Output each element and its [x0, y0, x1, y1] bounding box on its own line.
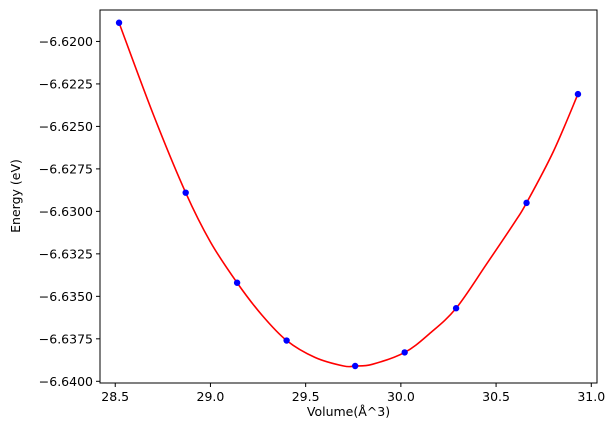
- plot-area: [115, 19, 582, 370]
- x-tick-label: 30.5: [482, 389, 510, 404]
- data-point: [574, 90, 582, 98]
- data-point: [523, 199, 530, 207]
- data-point: [452, 305, 460, 312]
- x-tick-label: 29.0: [197, 389, 225, 404]
- y-tick-label: −6.6225: [39, 76, 93, 91]
- y-axis-label: Energy (eV): [8, 159, 23, 233]
- y-tick-label: −6.6275: [39, 161, 93, 176]
- y-tick-label: −6.6325: [39, 246, 93, 261]
- data-point: [115, 19, 123, 26]
- axes-frame: [99, 9, 598, 384]
- y-tick-label: −6.6375: [39, 331, 93, 346]
- y-axis-ticks: −6.6200 −6.6225 −6.6250 −6.6275 −6.6300 −6.63…: [39, 34, 100, 389]
- y-tick-label: −6.6300: [39, 204, 93, 219]
- data-point: [401, 349, 408, 356]
- y-tick-label: −6.6200: [39, 34, 93, 49]
- x-tick-label: 30.0: [387, 389, 415, 404]
- data-point: [283, 337, 290, 344]
- data-point: [351, 362, 359, 370]
- x-tick-label: 29.5: [292, 389, 320, 404]
- x-axis-label: Volume(Å^3): [307, 404, 390, 419]
- data-point: [233, 279, 241, 286]
- data-point: [182, 189, 189, 196]
- x-axis-ticks: 28.5 29.0 29.5 30.0 30.5 31.0: [101, 383, 605, 404]
- x-tick-label: 31.0: [577, 389, 605, 404]
- y-tick-label: −6.6250: [39, 119, 93, 134]
- x-tick-label: 28.5: [101, 389, 129, 404]
- y-tick-label: −6.6350: [39, 289, 93, 304]
- y-tick-label: −6.6400: [39, 374, 93, 389]
